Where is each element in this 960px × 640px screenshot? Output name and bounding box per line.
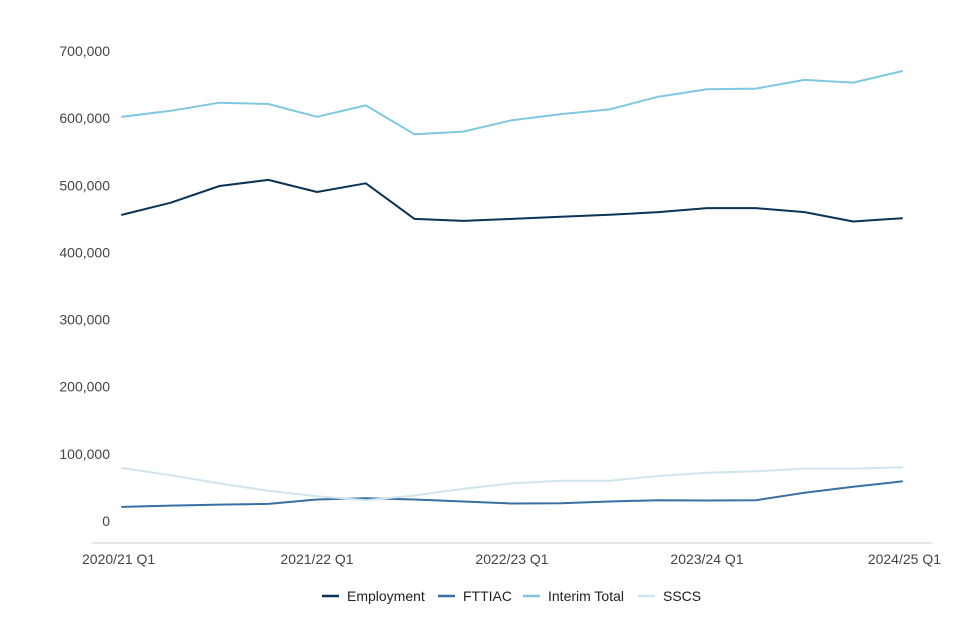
y-tick-label: 500,000	[59, 177, 110, 193]
series-line-interim-total	[121, 70, 903, 136]
legend-label-employment: Employment	[347, 588, 425, 604]
y-tick-label: 100,000	[59, 446, 110, 462]
x-tick-label: 2023/24 Q1	[670, 551, 743, 567]
y-tick-label: 600,000	[59, 110, 110, 126]
legend: Employment FTTIAC Interim Total SSCS	[322, 588, 701, 604]
y-tick-label: 700,000	[59, 43, 110, 59]
y-tick-label: 200,000	[59, 379, 110, 395]
x-tick-label: 2024/25 Q1	[868, 551, 941, 567]
y-axis-ticks: 0 100,000 200,000 300,000 400,000 500,000 600,…	[59, 43, 110, 529]
x-tick-label: 2022/23 Q1	[475, 551, 548, 567]
y-tick-label: 0	[102, 513, 110, 529]
y-tick-label: 300,000	[59, 312, 110, 328]
series-lines	[121, 70, 903, 508]
x-tick-label: 2021/22 Q1	[280, 551, 353, 567]
legend-label-interim-total: Interim Total	[548, 588, 624, 604]
x-axis-ticks: 2020/21 Q1 2021/22 Q1 2022/23 Q1 2023/24 Q1…	[82, 551, 941, 567]
y-tick-label: 400,000	[59, 244, 110, 260]
legend-label-sscs: SSCS	[663, 588, 701, 604]
series-line-sscs	[121, 466, 903, 502]
series-line-employment	[121, 178, 903, 223]
x-tick-label: 2020/21 Q1	[82, 551, 155, 567]
legend-label-fttiac: FTTIAC	[463, 588, 512, 604]
series-line-fttiac	[121, 480, 903, 508]
